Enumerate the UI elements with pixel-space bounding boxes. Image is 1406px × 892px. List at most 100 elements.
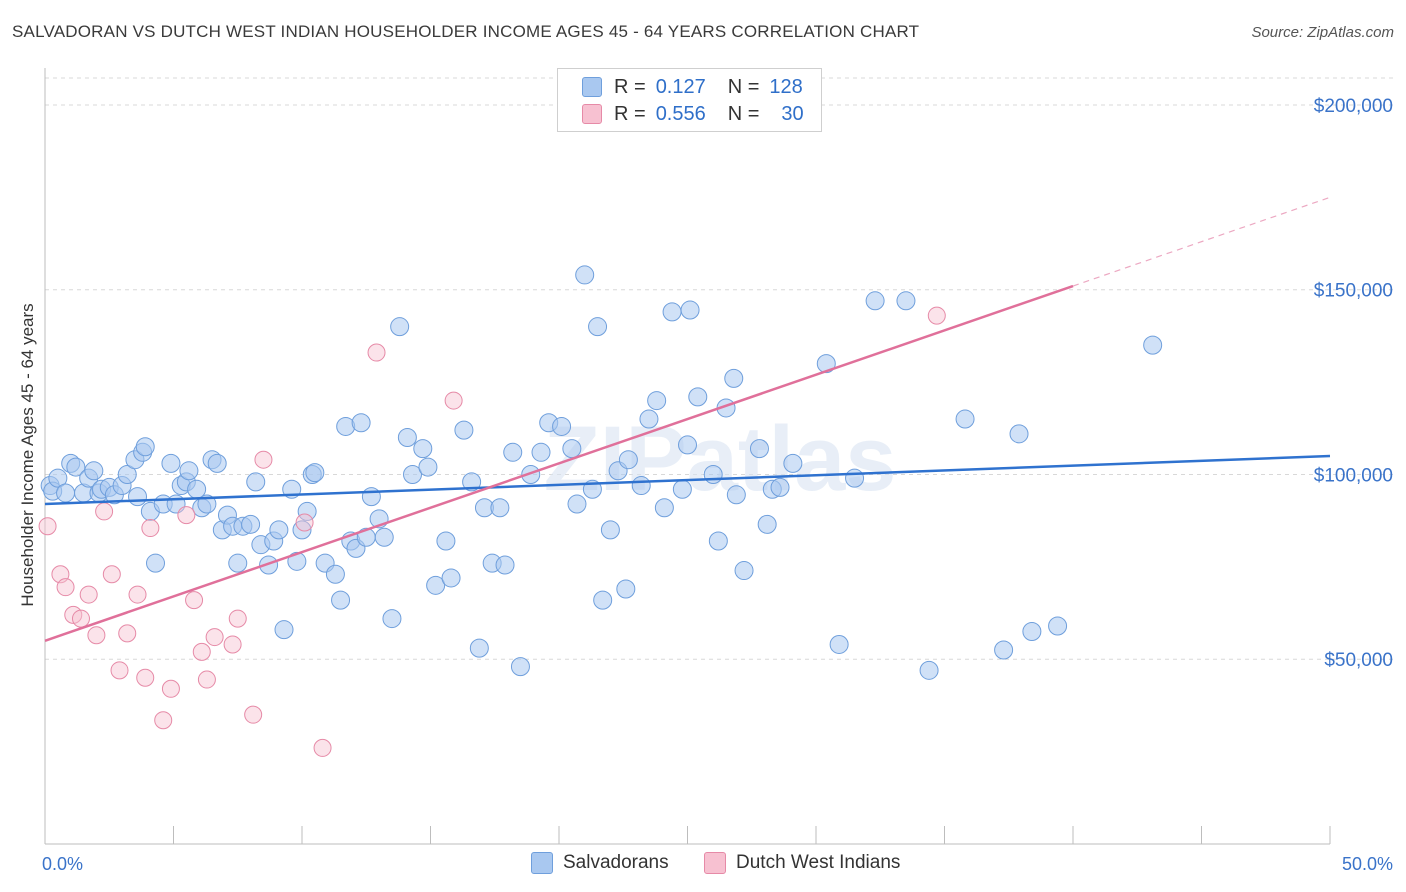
salvadorans-point (490, 498, 510, 518)
salvadorans-point (757, 514, 777, 534)
salvadorans-point (662, 302, 682, 322)
axes (44, 68, 1331, 845)
bottom-legend-salvadorans[interactable]: Salvadorans (531, 852, 669, 874)
salvadorans-point (436, 531, 456, 551)
dutch-point (154, 711, 173, 730)
dutch-point (177, 506, 196, 525)
salvadorans-points (40, 265, 1163, 680)
dutch-point (205, 628, 224, 647)
salvadorans-point (403, 464, 423, 484)
salvadorans-point (287, 551, 307, 571)
salvadorans-point (135, 437, 155, 457)
salvadorans-point (228, 553, 248, 573)
bottom-legend-swatch-pink (704, 852, 726, 874)
dutch-point (927, 306, 946, 325)
legend-n-value: 128 (769, 75, 803, 98)
salvadorans-point (1022, 622, 1042, 642)
y-tick-label: $100,000 (1314, 465, 1393, 486)
salvadorans-point (1048, 616, 1068, 636)
legend-swatch-blue (582, 77, 602, 97)
legend-row-salvadorans: R = 0.127 N = 128 (582, 75, 803, 99)
salvadorans-point (325, 564, 345, 584)
salvadorans-point (361, 487, 381, 507)
bottom-legend-dutch[interactable]: Dutch West Indians (704, 852, 900, 874)
salvadorans-trend-line (44, 454, 1331, 506)
y-tick-label: $50,000 (1324, 650, 1393, 671)
salvadorans-point (955, 409, 975, 429)
salvadorans-point (179, 461, 199, 481)
salvadorans-point (297, 501, 317, 521)
salvadorans-point (616, 579, 636, 599)
source-label: Source: ZipAtlas.com (1251, 24, 1394, 41)
salvadorans-point (269, 520, 289, 540)
dutch-point (38, 517, 57, 536)
legend-r-label: R = (614, 75, 646, 98)
salvadorans-point (726, 485, 746, 505)
dutch-point (161, 679, 180, 698)
salvadorans-point (678, 435, 697, 455)
dutch-point (367, 343, 386, 362)
legend-n-label: N = (727, 102, 760, 125)
legend-r-label: R = (614, 102, 646, 125)
dutch-point (192, 642, 211, 661)
dutch-point (228, 609, 247, 628)
watermark: ZIPatlas (544, 408, 897, 510)
salvadorans-point (896, 291, 916, 311)
salvadorans-point (1143, 335, 1163, 355)
salvadorans-point (454, 420, 474, 440)
salvadorans-point (161, 453, 181, 473)
dutch-points (38, 306, 946, 757)
salvadorans-point (351, 413, 371, 433)
salvadorans-point (680, 300, 700, 320)
y-tick-labels: $50,000 $100,000 $150,000 $200,000 (1314, 96, 1393, 671)
dutch-point (141, 519, 160, 538)
legend-swatch-pink (582, 104, 602, 124)
salvadorans-point (241, 514, 261, 534)
salvadorans-point (703, 464, 723, 484)
chart-title: SALVADORAN VS DUTCH WEST INDIAN HOUSEHOL… (12, 22, 920, 41)
salvadorans-point (770, 477, 790, 497)
salvadorans-point (331, 590, 351, 610)
salvadorans-point (783, 453, 803, 473)
salvadorans-point (469, 638, 489, 658)
salvadorans-point (56, 483, 76, 503)
salvadorans-point (397, 428, 417, 448)
salvadorans-point (816, 354, 836, 374)
dutch-point (197, 670, 216, 689)
dutch-point (79, 585, 98, 604)
salvadorans-point (503, 442, 523, 462)
salvadorans-point (274, 620, 294, 640)
dutch-point (118, 624, 137, 643)
dutch-point (136, 668, 155, 687)
salvadorans-point (246, 472, 266, 492)
salvadorans-point (724, 368, 744, 388)
bottom-legend-swatch-blue (531, 852, 553, 874)
dutch-point (244, 705, 263, 724)
salvadorans-point (1009, 424, 1029, 444)
salvadorans-point (734, 561, 754, 581)
salvadorans-point (128, 487, 148, 507)
dutch-point (295, 513, 314, 532)
salvadorans-point (305, 463, 325, 483)
dutch-point (313, 738, 332, 757)
dutch-point (102, 565, 121, 584)
salvadorans-point (919, 660, 939, 680)
dutch-trend-extension (1072, 196, 1331, 287)
salvadorans-point (749, 439, 769, 459)
salvadorans-point (672, 479, 692, 499)
salvadorans-point (510, 657, 530, 677)
salvadorans-point (588, 317, 608, 337)
salvadorans-point (708, 531, 728, 551)
salvadorans-point (66, 457, 86, 477)
salvadorans-point (593, 590, 613, 610)
salvadorans-point (688, 387, 708, 407)
salvadorans-point (639, 409, 659, 429)
dutch-point (185, 591, 204, 610)
salvadorans-point (117, 464, 137, 484)
bottom-legend-label: Dutch West Indians (736, 852, 901, 873)
salvadorans-point (374, 527, 394, 547)
salvadorans-point (207, 453, 227, 473)
salvadorans-point (829, 634, 849, 654)
legend-row-dutch: R = 0.556 N = 30 (582, 102, 804, 126)
salvadorans-point (292, 520, 312, 540)
